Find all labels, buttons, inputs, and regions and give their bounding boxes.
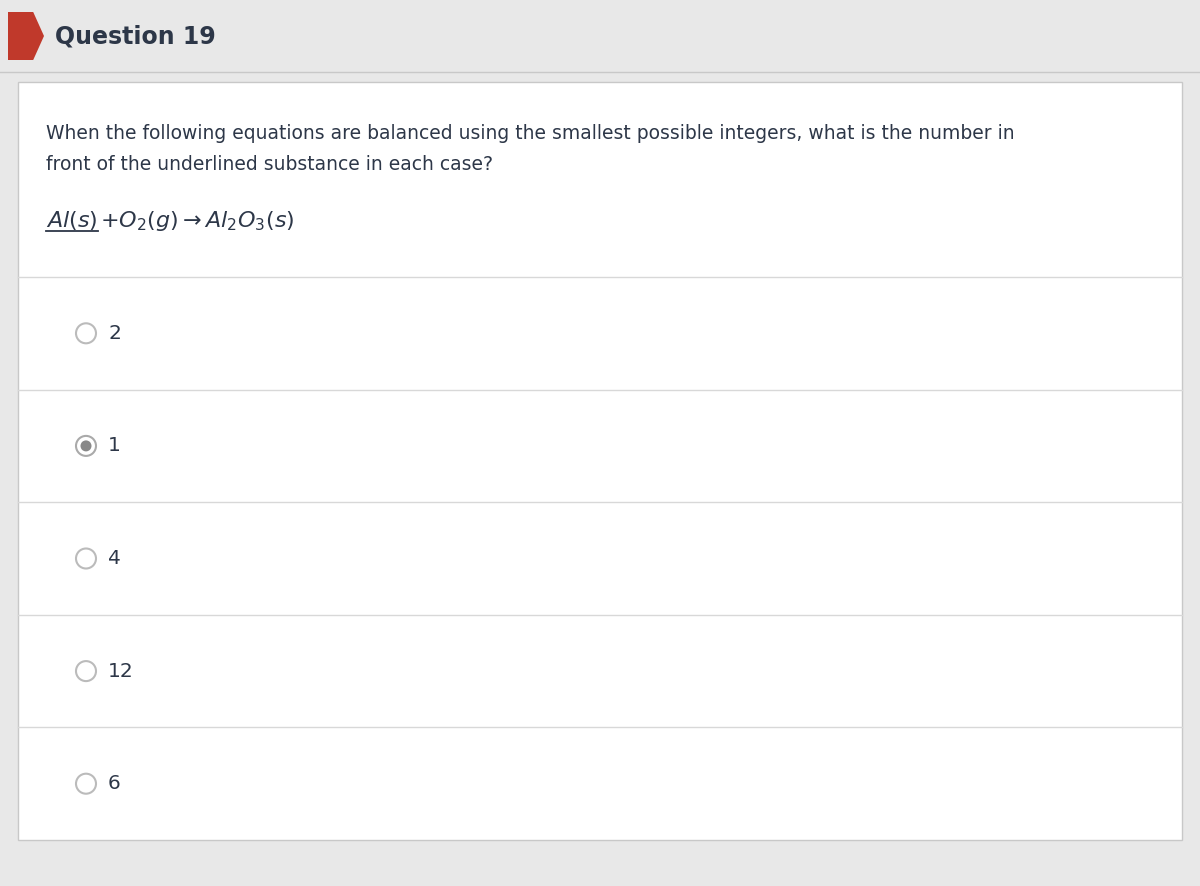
Text: $\mathit{Al(s)}$: $\mathit{Al(s)}$ [46,209,97,232]
Text: 4: 4 [108,549,121,568]
Text: front of the underlined substance in each case?: front of the underlined substance in eac… [46,155,493,174]
Text: 1: 1 [108,437,121,455]
Bar [18,82,1182,840]
Text: Question 19: Question 19 [55,24,216,48]
Circle shape [80,440,91,451]
Text: 12: 12 [108,662,133,680]
Text: When the following equations are balanced using the smallest possible integers, : When the following equations are balance… [46,124,1015,143]
Text: 6: 6 [108,774,121,793]
Polygon shape [8,12,44,60]
Bar [0,0,1200,72]
Text: 2: 2 [108,323,121,343]
Text: $\mathit{+O_2(g)\rightarrow Al_2O_3(s)}$: $\mathit{+O_2(g)\rightarrow Al_2O_3(s)}$ [100,209,294,233]
